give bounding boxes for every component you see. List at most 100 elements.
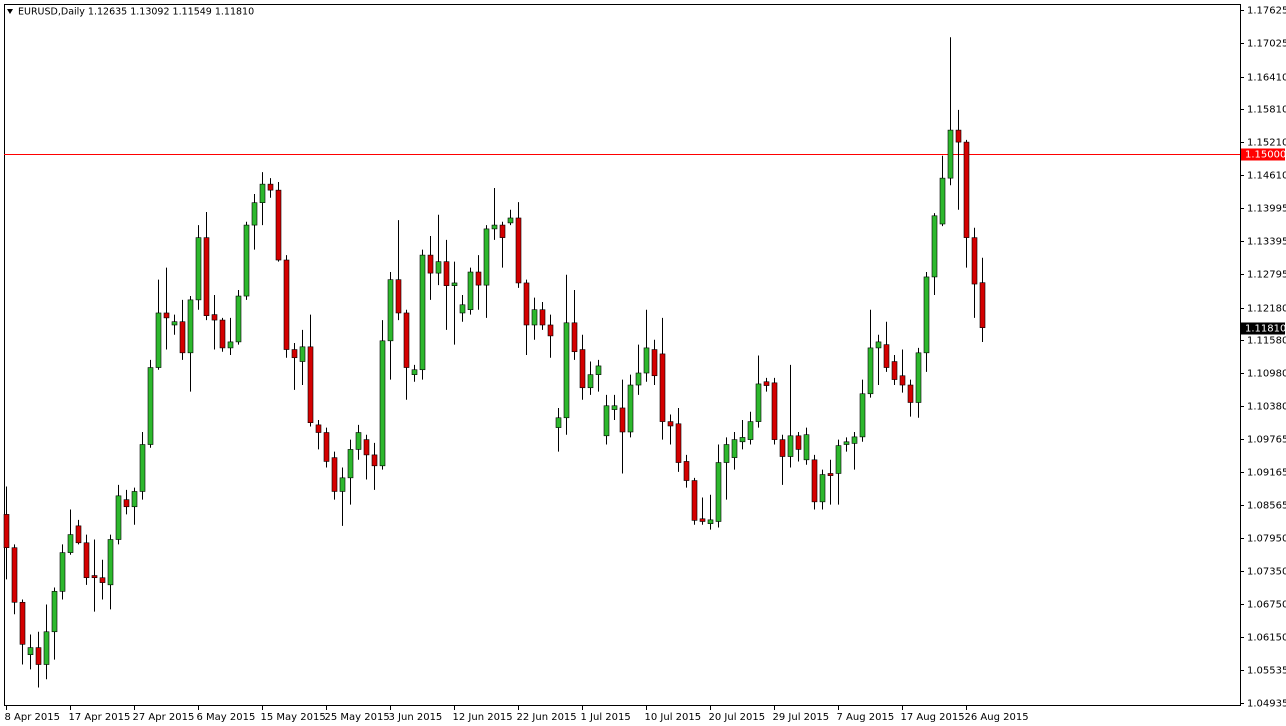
candle-body <box>411 369 418 375</box>
candle-body <box>315 424 322 433</box>
candle-body <box>451 282 458 286</box>
candle-body <box>219 319 226 349</box>
candle-body <box>971 237 978 285</box>
candle-body <box>203 237 210 316</box>
y-tick-label: 1.13395 <box>1247 237 1286 248</box>
candle-body <box>947 129 954 179</box>
candle-body <box>619 407 626 433</box>
candle-body <box>963 141 970 238</box>
candle-body <box>811 459 818 503</box>
candle-body <box>227 341 234 349</box>
plot-frame <box>4 4 1241 706</box>
candle-body <box>819 474 826 503</box>
candle-body <box>875 341 882 349</box>
candle-body <box>299 346 306 362</box>
candle-body <box>635 372 642 386</box>
candle-body <box>771 382 778 440</box>
x-tick-label: 26 Aug 2015 <box>965 712 1029 723</box>
candle-body <box>779 439 786 457</box>
candle-body <box>827 473 834 476</box>
candle-body <box>627 384 634 433</box>
candle-body <box>907 384 914 403</box>
last-price-tag <box>1241 322 1285 335</box>
x-tick-label: 15 May 2015 <box>261 712 326 723</box>
candle-body <box>539 309 546 326</box>
menu-triangle[interactable] <box>7 9 13 14</box>
candle-body <box>139 444 146 492</box>
candle-body <box>371 454 378 467</box>
candle-body <box>763 381 770 386</box>
candle-body <box>483 228 490 286</box>
candle-body <box>195 237 202 301</box>
candle-body <box>899 375 906 386</box>
x-tick-label: 8 Apr 2015 <box>5 712 60 723</box>
x-tick-label: 29 Jul 2015 <box>773 712 830 723</box>
candle-body <box>123 499 130 508</box>
candle-body <box>379 340 386 467</box>
candle-body <box>459 304 466 314</box>
y-tick-label: 1.09165 <box>1247 468 1286 479</box>
candle-body <box>387 279 394 342</box>
candle-body <box>643 347 650 374</box>
candle-body <box>171 321 178 326</box>
candle-body <box>107 539 114 586</box>
candle-body <box>571 322 578 353</box>
candle-body <box>611 405 618 410</box>
y-tick-label: 1.04935 <box>1247 699 1286 710</box>
candle-body <box>707 519 714 524</box>
candle-body <box>531 309 538 326</box>
candle-body <box>755 383 762 422</box>
candle-body <box>179 321 186 354</box>
x-tick-label: 1 Jul 2015 <box>581 712 631 723</box>
candle-body <box>163 312 170 319</box>
candle-body <box>27 647 34 655</box>
x-tick-label: 7 Aug 2015 <box>837 712 895 723</box>
candle-body <box>507 217 514 224</box>
candle-body <box>275 189 282 261</box>
y-tick-label: 1.15210 <box>1247 138 1286 149</box>
candle-body <box>547 324 554 337</box>
y-tick-label: 1.17625 <box>1247 6 1286 17</box>
candle-body <box>499 224 506 238</box>
candle-body <box>587 374 594 389</box>
y-tick-label: 1.10980 <box>1247 369 1286 380</box>
x-tick-label: 22 Jun 2015 <box>517 712 577 723</box>
candle-body <box>739 437 746 443</box>
candle-body <box>35 647 42 665</box>
candle-body <box>931 215 938 278</box>
candle-body <box>803 434 810 461</box>
candle-body <box>795 435 802 450</box>
candle-body <box>491 224 498 230</box>
y-tick-label: 1.07950 <box>1247 534 1286 545</box>
candle-body <box>259 183 266 203</box>
candle-body <box>723 444 730 463</box>
candle-body <box>523 282 530 326</box>
candle-body <box>51 591 58 633</box>
x-tick-label: 17 Apr 2015 <box>69 712 131 723</box>
candle-body <box>267 183 274 191</box>
x-tick-label: 12 Jun 2015 <box>453 712 513 723</box>
candle-body <box>891 361 898 380</box>
candle-body <box>131 491 138 508</box>
level-tag-label: 1.15000 <box>1245 150 1286 161</box>
y-tick-label: 1.06750 <box>1247 600 1286 611</box>
candle-body <box>363 439 370 456</box>
candle-body <box>915 352 922 403</box>
candle-body <box>99 577 106 583</box>
y-tick-label: 1.15810 <box>1247 105 1286 116</box>
candle-body <box>435 261 442 274</box>
candle-body <box>155 312 162 368</box>
candle-body <box>595 365 602 375</box>
level-tag <box>1241 148 1285 161</box>
candle-body <box>291 349 298 359</box>
candle-body <box>443 261 450 286</box>
candle-body <box>883 344 890 368</box>
candle-body <box>859 393 866 438</box>
candle-body <box>731 439 738 458</box>
candle-body <box>923 276 930 354</box>
candle-body <box>555 417 562 428</box>
candle-body <box>251 202 258 226</box>
candle-body <box>283 259 290 350</box>
